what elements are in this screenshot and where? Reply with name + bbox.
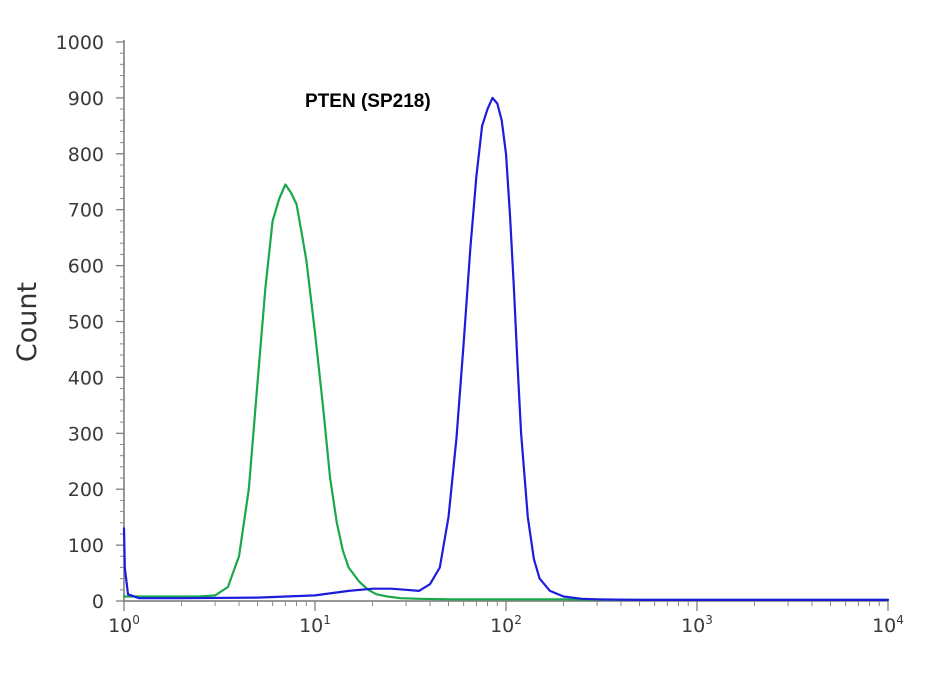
y-axis-title: Count [12,282,43,362]
y-tick-label: 800 [68,144,104,166]
y-tick-label: 300 [68,423,104,445]
y-tick-label: 500 [68,312,104,334]
y-tick-label: 400 [68,367,104,389]
x-tick-label: 103 [681,613,713,637]
y-tick-label: 0 [92,591,104,613]
x-tick-label: 104 [872,613,904,637]
y-axis: 0 100 200 300 400 500 600 700 800 900 1000 [56,32,125,613]
series-layer [122,96,890,602]
x-tick-label: 102 [490,613,522,637]
y-tick-label: 600 [68,256,104,278]
series-line-2 [122,96,890,602]
y-tick-label: 900 [68,88,104,110]
x-tick-label: 100 [108,613,140,637]
series-line-1 [122,183,890,602]
x-tick-label: 101 [299,613,331,637]
y-tick-label: 200 [68,479,104,501]
y-tick-label: 100 [68,535,104,557]
chart-annotation: PTEN (SP218) [305,91,431,112]
x-axis: 100 101 102 103 104 [108,600,904,637]
y-tick-label: 700 [68,200,104,222]
y-tick-label: 1000 [56,32,104,54]
